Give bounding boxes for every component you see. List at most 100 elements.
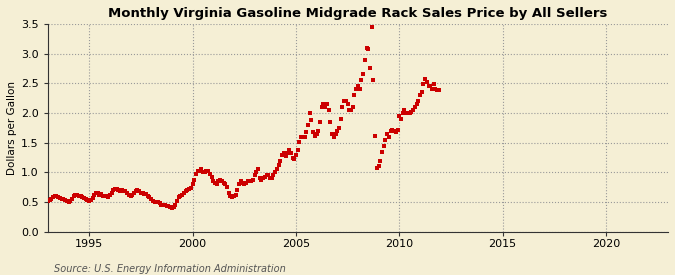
- Point: [58, 197, 69, 201]
- Point: [296, 134, 306, 139]
- Point: [344, 108, 354, 112]
- Point: [367, 25, 377, 29]
- Point: [127, 193, 138, 197]
- Point: [396, 117, 406, 121]
- Point: [211, 182, 222, 186]
- Point: [364, 66, 375, 71]
- Point: [158, 202, 169, 207]
- Point: [220, 182, 231, 186]
- Point: [292, 148, 303, 152]
- Point: [115, 189, 126, 194]
- Point: [66, 197, 77, 201]
- Point: [105, 193, 115, 197]
- Point: [111, 187, 122, 191]
- Point: [180, 189, 191, 194]
- Point: [335, 117, 346, 121]
- Point: [309, 133, 320, 138]
- Point: [294, 139, 304, 144]
- Point: [86, 198, 97, 203]
- Point: [290, 152, 301, 157]
- Point: [120, 189, 131, 194]
- Point: [184, 187, 194, 191]
- Point: [244, 179, 254, 183]
- Point: [277, 152, 288, 157]
- Point: [109, 187, 120, 191]
- Point: [122, 191, 132, 196]
- Point: [227, 195, 238, 200]
- Point: [194, 169, 205, 174]
- Point: [90, 191, 101, 196]
- Point: [132, 188, 143, 192]
- Point: [298, 134, 308, 139]
- Text: Source: U.S. Energy Information Administration: Source: U.S. Energy Information Administ…: [54, 264, 286, 274]
- Point: [371, 166, 382, 170]
- Point: [242, 179, 253, 183]
- Point: [78, 196, 89, 200]
- Point: [421, 80, 432, 84]
- Point: [202, 169, 213, 174]
- Point: [430, 87, 441, 92]
- Point: [155, 201, 165, 205]
- Point: [311, 132, 322, 136]
- Point: [429, 82, 439, 87]
- Point: [401, 111, 412, 115]
- Point: [87, 196, 98, 200]
- Point: [237, 181, 248, 185]
- Point: [117, 188, 128, 192]
- Point: [236, 179, 246, 183]
- Point: [149, 200, 160, 204]
- Point: [333, 126, 344, 130]
- Point: [402, 111, 413, 115]
- Point: [267, 176, 277, 181]
- Point: [239, 182, 250, 186]
- Point: [306, 118, 317, 122]
- Point: [167, 206, 178, 210]
- Point: [315, 120, 325, 124]
- Point: [251, 170, 262, 175]
- Point: [140, 192, 151, 197]
- Point: [165, 205, 176, 209]
- Point: [98, 193, 109, 198]
- Point: [323, 108, 334, 112]
- Point: [229, 194, 240, 198]
- Point: [206, 175, 217, 179]
- Point: [230, 193, 241, 197]
- Point: [361, 45, 372, 50]
- Point: [223, 191, 234, 196]
- Point: [409, 105, 420, 109]
- Point: [108, 188, 119, 192]
- Point: [329, 134, 340, 139]
- Point: [221, 185, 232, 189]
- Point: [175, 194, 186, 198]
- Point: [72, 193, 82, 197]
- Point: [254, 176, 265, 181]
- Point: [377, 149, 387, 154]
- Point: [279, 151, 290, 156]
- Point: [182, 188, 193, 192]
- Point: [130, 189, 141, 194]
- Point: [89, 193, 100, 197]
- Point: [337, 105, 348, 109]
- Point: [55, 196, 65, 200]
- Point: [318, 102, 329, 106]
- Point: [340, 99, 351, 103]
- Point: [171, 199, 182, 203]
- Point: [282, 151, 293, 156]
- Point: [301, 130, 312, 134]
- Point: [49, 194, 60, 198]
- Point: [346, 108, 356, 112]
- Point: [349, 93, 360, 97]
- Point: [308, 130, 319, 134]
- Point: [213, 179, 224, 183]
- Point: [387, 127, 398, 132]
- Point: [56, 196, 67, 201]
- Point: [418, 82, 429, 87]
- Point: [47, 195, 58, 200]
- Point: [210, 181, 221, 185]
- Y-axis label: Dollars per Gallon: Dollars per Gallon: [7, 81, 17, 175]
- Point: [148, 199, 159, 203]
- Point: [234, 182, 244, 186]
- Point: [63, 199, 74, 204]
- Point: [380, 138, 391, 142]
- Point: [134, 189, 144, 194]
